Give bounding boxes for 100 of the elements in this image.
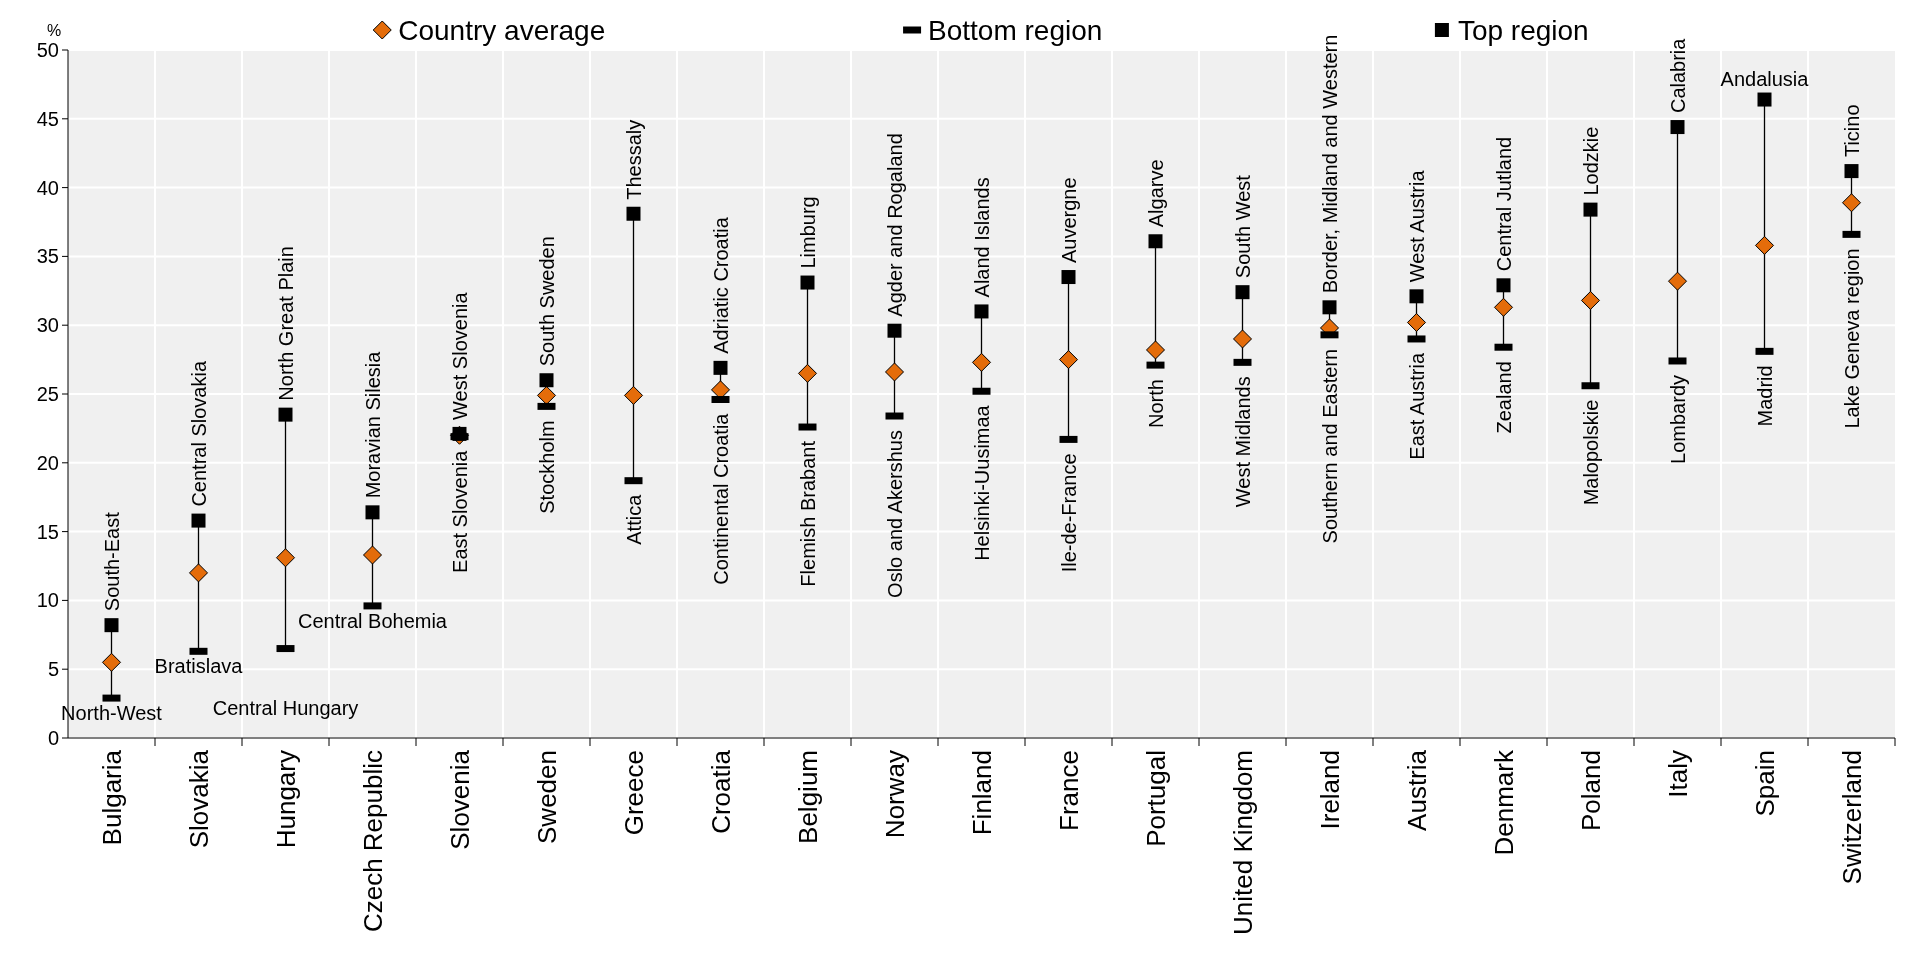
y-tick-label: 50 — [36, 39, 59, 61]
point — [1059, 350, 1078, 370]
y-tick-label: 0 — [47, 727, 59, 749]
x-tick-label: Poland — [1575, 750, 1606, 831]
annotation: South West — [1231, 174, 1254, 279]
annotation: East Slovenia — [448, 449, 471, 573]
x-tick-label: Hungary — [270, 750, 301, 849]
point — [537, 385, 556, 405]
x-tick-label: Spain — [1749, 750, 1780, 817]
y-tick-label: 15 — [36, 520, 59, 543]
annotation: Oslo and Akershus — [883, 430, 906, 598]
annotation: West Slovenia — [448, 291, 471, 420]
x-tick-label: France — [1053, 750, 1084, 831]
x-tick-label: Austria — [1401, 749, 1432, 831]
y-tick-label: 5 — [47, 658, 59, 681]
point — [1494, 297, 1513, 317]
point — [1322, 300, 1337, 315]
x-tick-label: Denmark — [1488, 749, 1519, 856]
y-tick-label: 40 — [36, 176, 59, 199]
point — [1146, 340, 1165, 360]
annotation: Algarve — [1144, 159, 1167, 228]
y-tick-label: 10 — [36, 589, 59, 612]
x-tick-label: Italy — [1662, 750, 1693, 798]
annotation: Bratislava — [154, 655, 244, 678]
annotation: Thessaly — [622, 119, 645, 200]
x-tick-label: Finland — [966, 750, 997, 836]
annotation: Madrid — [1753, 365, 1776, 427]
x-tick-label: Slovenia — [444, 749, 475, 850]
point — [1407, 312, 1426, 332]
point — [1757, 92, 1772, 107]
point — [1755, 235, 1774, 255]
annotation: Moravian Silesia — [361, 350, 384, 499]
annotation: Calabria — [1666, 37, 1689, 114]
annotation: Malopolskie — [1579, 399, 1602, 506]
point — [887, 323, 902, 338]
point — [713, 360, 728, 375]
point — [1148, 234, 1163, 249]
annotation: Ile-de-France — [1057, 453, 1080, 573]
x-tick-label: Belgium — [792, 750, 823, 844]
y-tick-label: 35 — [36, 245, 59, 268]
x-tick-label: Sweden — [531, 750, 562, 844]
x-tick-label: Norway — [879, 750, 910, 839]
annotation: Adriatic Croatia — [709, 216, 732, 354]
x-tick-label: United Kingdom — [1227, 750, 1258, 935]
annotation: Lake Geneva region — [1840, 248, 1863, 429]
x-tick-label: Croatia — [705, 749, 736, 834]
x-tick-label: Portugal — [1140, 750, 1171, 847]
annotation: Aland Islands — [970, 177, 993, 298]
point — [800, 275, 815, 290]
annotation: Agder and Rogaland — [883, 133, 906, 317]
annotation: South Sweden — [535, 236, 558, 367]
x-tick-label: Slovakia — [183, 749, 214, 849]
y-axis-title: % — [46, 22, 62, 39]
annotation: Limburg — [796, 196, 819, 269]
annotation: Stockholm — [535, 420, 558, 514]
annotation: Lombardy — [1666, 374, 1689, 464]
point — [104, 618, 119, 633]
point — [885, 362, 904, 382]
x-tick-label: Czech Republic — [357, 750, 388, 933]
point — [1233, 329, 1252, 349]
point — [972, 352, 991, 372]
point — [624, 385, 643, 405]
point — [626, 206, 641, 221]
point — [102, 652, 121, 672]
point — [1668, 271, 1687, 291]
x-tick-label: Bulgaria — [96, 749, 127, 846]
point — [974, 304, 989, 319]
point — [1581, 290, 1600, 310]
point — [1670, 120, 1685, 135]
annotation: North — [1144, 379, 1167, 429]
point — [363, 545, 382, 565]
point — [1235, 285, 1250, 300]
point — [365, 505, 380, 520]
annotation: Andalusia — [1720, 67, 1810, 90]
annotation: Border, Midland and Western — [1318, 34, 1341, 294]
point — [278, 407, 293, 422]
x-tick-label: Ireland — [1314, 750, 1345, 830]
annotation: Central Hungary — [212, 696, 359, 719]
point — [1842, 193, 1861, 213]
y-tick-label: 30 — [36, 314, 59, 337]
annotation: Auvergne — [1057, 177, 1080, 264]
point — [1583, 202, 1598, 217]
annotation: Central Bohemia — [298, 609, 448, 632]
annotation: Flemish Brabant — [796, 440, 819, 587]
legend-label: Country average — [398, 14, 606, 46]
x-tick-label: Switzerland — [1836, 750, 1867, 885]
annotation: Attica — [622, 493, 645, 545]
point — [1061, 270, 1076, 285]
annotation: West Austria — [1405, 169, 1428, 283]
annotation: Zealand — [1492, 361, 1515, 434]
point — [1409, 289, 1424, 304]
annotation: North-West — [61, 702, 163, 725]
legend-label: Bottom region — [928, 14, 1103, 46]
annotation: Ticino — [1840, 104, 1863, 158]
annotation: Central Slovakia — [187, 360, 210, 507]
annotation: Helsinki-Uusimaa — [970, 404, 993, 561]
legend-label: Top region — [1457, 14, 1589, 46]
annotation: South-East — [100, 511, 123, 612]
annotation: North Great Plain — [274, 246, 297, 401]
annotation: East Austria — [1405, 352, 1428, 460]
